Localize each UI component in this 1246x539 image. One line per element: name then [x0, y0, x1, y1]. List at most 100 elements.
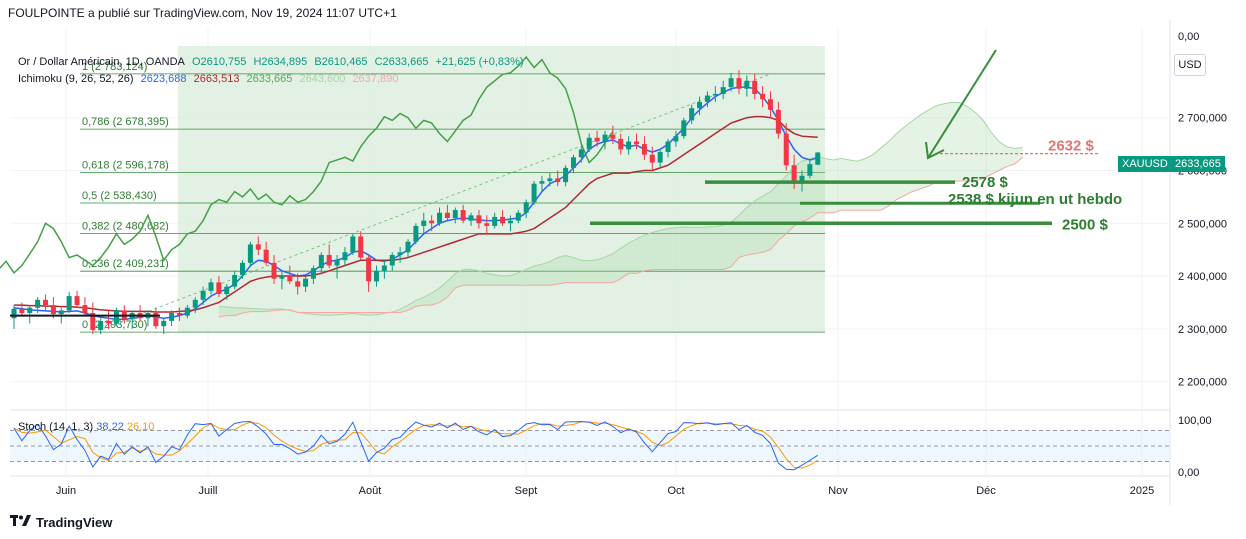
candle [641, 136, 647, 160]
candle [563, 165, 569, 187]
fib-label: 0,618 (2 596,178) [82, 160, 169, 172]
candle-body [421, 220, 427, 226]
candle-body [507, 220, 513, 224]
annotation-label: 2538 $ kijun en ut hebdo [948, 191, 1122, 208]
candle [373, 265, 379, 287]
candle [783, 123, 789, 171]
candle [381, 260, 387, 279]
chikou-span [0, 55, 614, 275]
candle-body [649, 154, 655, 163]
candle-body [681, 120, 687, 137]
fib-trendline [92, 73, 771, 333]
candle [626, 136, 632, 155]
candle-body [224, 286, 230, 294]
candle-body [208, 282, 214, 291]
candle-body [271, 262, 277, 279]
tradingview-footer[interactable]: TradingView [10, 514, 112, 530]
candle [358, 231, 364, 261]
candle-body [500, 216, 506, 224]
candle [775, 101, 781, 139]
candle-body [484, 223, 490, 226]
currency-button[interactable]: USD [1174, 54, 1206, 76]
candle-body [555, 178, 561, 183]
x-tick-label: Sept [515, 485, 538, 497]
y-tick-label: 2 700,000 [1178, 113, 1227, 125]
candle [736, 70, 742, 94]
candle [66, 291, 72, 313]
candle [618, 133, 624, 155]
candle [460, 204, 466, 224]
candle-body [350, 236, 356, 253]
candle [184, 305, 190, 319]
stoch-d-value: 26,10 [126, 421, 155, 433]
candle [539, 175, 545, 192]
candle [271, 254, 277, 284]
candle-body [760, 93, 766, 100]
candle-body [287, 276, 293, 282]
candle [760, 86, 766, 108]
candle [224, 283, 230, 300]
candle [500, 210, 506, 226]
candle [594, 130, 600, 147]
candle [704, 91, 710, 108]
fib-zone [178, 46, 825, 333]
candle-body [767, 99, 773, 110]
candle-body [169, 313, 175, 321]
candle-body [405, 241, 411, 253]
stoch-k-line [13, 420, 819, 471]
candle-body [744, 80, 750, 89]
x-tick-label: Déc [976, 485, 996, 497]
low-value: B2610,465 [314, 56, 368, 68]
candle [35, 297, 41, 313]
candle [720, 80, 726, 100]
candle-body [807, 164, 813, 176]
annotations: 2632 $ 2578 $2538 $ kijun en ut hebdo 2500… [10, 49, 1122, 317]
candle-body [799, 175, 805, 184]
candle [767, 91, 773, 118]
candle-body [720, 87, 726, 94]
candle [113, 307, 119, 327]
stoch-axis-label: 100,00 [1178, 415, 1212, 427]
candle [681, 117, 687, 139]
ichimoku-label: Ichimoku (9, 26, 52, 26) [18, 73, 134, 85]
candle-body [444, 212, 450, 218]
candle-body [570, 157, 576, 168]
candle [318, 252, 324, 274]
candle-body [586, 137, 592, 150]
candle-body [689, 108, 695, 121]
candle-body [240, 262, 246, 275]
candle [484, 215, 490, 234]
candle [413, 223, 419, 245]
annotation-label: 2500 $ [1062, 216, 1109, 233]
candle-body [602, 134, 608, 142]
candle [153, 307, 159, 329]
stoch-label: Stoch (14, 1, 3) [18, 421, 94, 433]
candle [397, 247, 403, 263]
candle-body [295, 281, 301, 287]
candle-body [334, 260, 340, 266]
candle-body [106, 320, 112, 324]
candle-body [515, 212, 521, 221]
x-tick-label: Oct [667, 485, 684, 497]
candle [247, 241, 253, 267]
fib-zone-overlay [178, 46, 825, 333]
fib-label: 1 (2 783,124) [82, 61, 147, 73]
candle [27, 305, 33, 324]
candle-body [303, 278, 309, 287]
candle-body [413, 225, 419, 242]
candle [106, 310, 112, 329]
candle-body [704, 95, 710, 102]
candle-body [263, 249, 269, 263]
candle-body [153, 313, 159, 327]
candle-body [815, 152, 821, 165]
candle [200, 286, 206, 306]
annotation-label: 2578 $ [962, 174, 1009, 191]
candle [208, 278, 214, 295]
symbol-title: Or / Dollar Américain, 1D, OANDA [18, 56, 185, 68]
candle [492, 212, 498, 229]
stoch-axis-label: 0,00 [1178, 467, 1199, 479]
candle [334, 254, 340, 279]
candle-body [255, 244, 261, 250]
